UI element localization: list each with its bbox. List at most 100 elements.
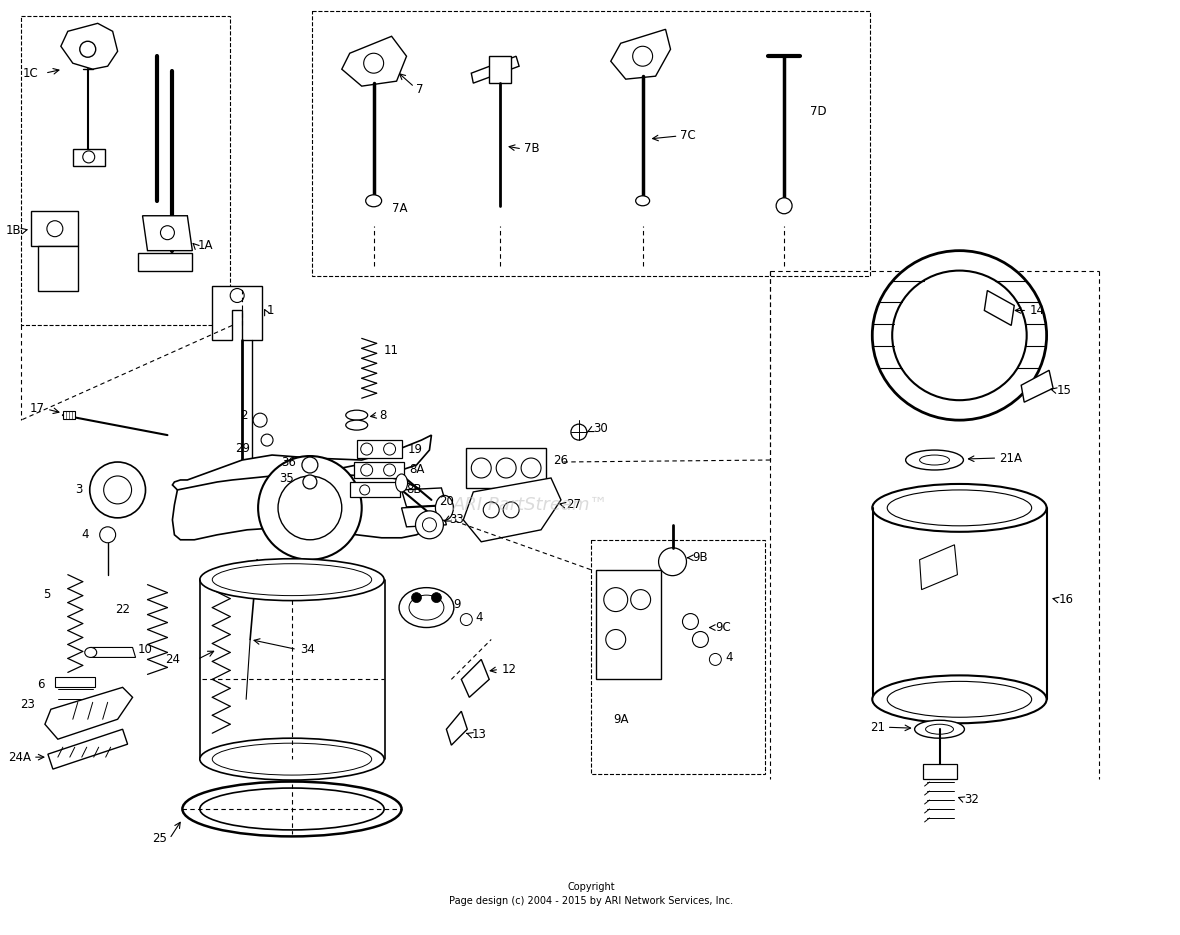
Text: Page design (c) 2004 - 2015 by ARI Network Services, Inc.: Page design (c) 2004 - 2015 by ARI Netwo… [448, 896, 733, 906]
Circle shape [522, 458, 540, 478]
Circle shape [571, 424, 586, 440]
Text: 4: 4 [81, 528, 88, 541]
Polygon shape [138, 252, 192, 270]
Ellipse shape [212, 564, 372, 596]
Polygon shape [446, 712, 467, 745]
Circle shape [605, 629, 625, 650]
Text: 2: 2 [240, 409, 247, 422]
Text: 1: 1 [267, 304, 275, 317]
Circle shape [682, 613, 699, 629]
Circle shape [361, 464, 373, 476]
Circle shape [361, 443, 373, 455]
Text: 12: 12 [502, 663, 516, 676]
Ellipse shape [409, 595, 444, 620]
Text: 7B: 7B [524, 142, 539, 155]
Circle shape [484, 502, 499, 518]
Text: 6: 6 [38, 678, 45, 691]
Ellipse shape [925, 725, 953, 734]
Polygon shape [31, 210, 78, 246]
Text: 9C: 9C [715, 621, 732, 634]
Text: ARI PartStream™: ARI PartStream™ [453, 496, 609, 514]
Text: 21: 21 [870, 721, 885, 734]
Text: 5: 5 [44, 588, 51, 601]
Text: 19: 19 [407, 442, 422, 455]
Polygon shape [461, 659, 490, 698]
Text: 7D: 7D [809, 105, 827, 118]
Text: 30: 30 [592, 422, 608, 435]
Circle shape [90, 462, 145, 518]
Polygon shape [54, 677, 94, 687]
Polygon shape [172, 475, 430, 539]
Circle shape [693, 631, 708, 647]
Polygon shape [923, 764, 957, 779]
Ellipse shape [914, 720, 964, 739]
Polygon shape [401, 506, 446, 526]
Text: 36: 36 [281, 455, 296, 468]
Text: 9A: 9A [612, 712, 629, 726]
Bar [312, 11, 870, 276]
Circle shape [258, 456, 362, 560]
Ellipse shape [872, 675, 1047, 724]
Polygon shape [466, 448, 546, 488]
Circle shape [83, 151, 94, 163]
Text: 32: 32 [964, 793, 979, 806]
Ellipse shape [199, 559, 385, 600]
Polygon shape [471, 56, 519, 83]
Text: 3: 3 [76, 483, 83, 496]
Circle shape [160, 225, 175, 239]
Text: 9B: 9B [693, 552, 708, 564]
Circle shape [303, 475, 317, 489]
Ellipse shape [346, 420, 368, 430]
Polygon shape [63, 411, 74, 419]
Polygon shape [143, 216, 192, 251]
Circle shape [471, 458, 491, 478]
Polygon shape [73, 149, 105, 165]
Polygon shape [356, 440, 401, 458]
Polygon shape [919, 545, 957, 590]
Circle shape [422, 518, 437, 532]
Circle shape [432, 593, 441, 602]
Polygon shape [91, 647, 136, 657]
Text: 11: 11 [384, 344, 399, 357]
Circle shape [278, 476, 342, 539]
Polygon shape [611, 29, 670, 79]
Polygon shape [354, 462, 404, 478]
Polygon shape [596, 569, 661, 680]
Text: 29: 29 [235, 441, 250, 454]
Circle shape [80, 41, 96, 57]
Text: Copyright: Copyright [568, 882, 615, 892]
Polygon shape [61, 23, 118, 69]
Circle shape [503, 502, 519, 518]
Text: 21A: 21A [999, 452, 1022, 465]
Text: 14: 14 [1029, 304, 1044, 317]
Polygon shape [464, 478, 560, 541]
Text: 4: 4 [476, 611, 483, 624]
Polygon shape [48, 729, 127, 770]
Ellipse shape [183, 782, 401, 837]
Polygon shape [38, 246, 78, 291]
Text: 24A: 24A [8, 751, 31, 764]
Polygon shape [172, 435, 432, 498]
Circle shape [460, 613, 472, 626]
Ellipse shape [199, 739, 385, 780]
Polygon shape [342, 36, 407, 86]
Circle shape [384, 464, 395, 476]
Text: 35: 35 [280, 472, 294, 485]
Circle shape [709, 654, 721, 666]
Ellipse shape [199, 788, 385, 830]
Polygon shape [490, 56, 511, 83]
Text: 7C: 7C [681, 129, 696, 142]
Bar [591, 539, 765, 774]
Text: 4: 4 [726, 651, 733, 664]
Circle shape [412, 593, 421, 602]
Circle shape [47, 221, 63, 237]
Circle shape [360, 485, 369, 495]
Circle shape [630, 590, 650, 610]
Ellipse shape [636, 195, 650, 206]
Polygon shape [212, 285, 262, 340]
Bar [21, 16, 230, 325]
Text: 23: 23 [20, 698, 35, 711]
Circle shape [261, 434, 273, 446]
Polygon shape [1021, 370, 1053, 402]
Polygon shape [984, 291, 1015, 325]
